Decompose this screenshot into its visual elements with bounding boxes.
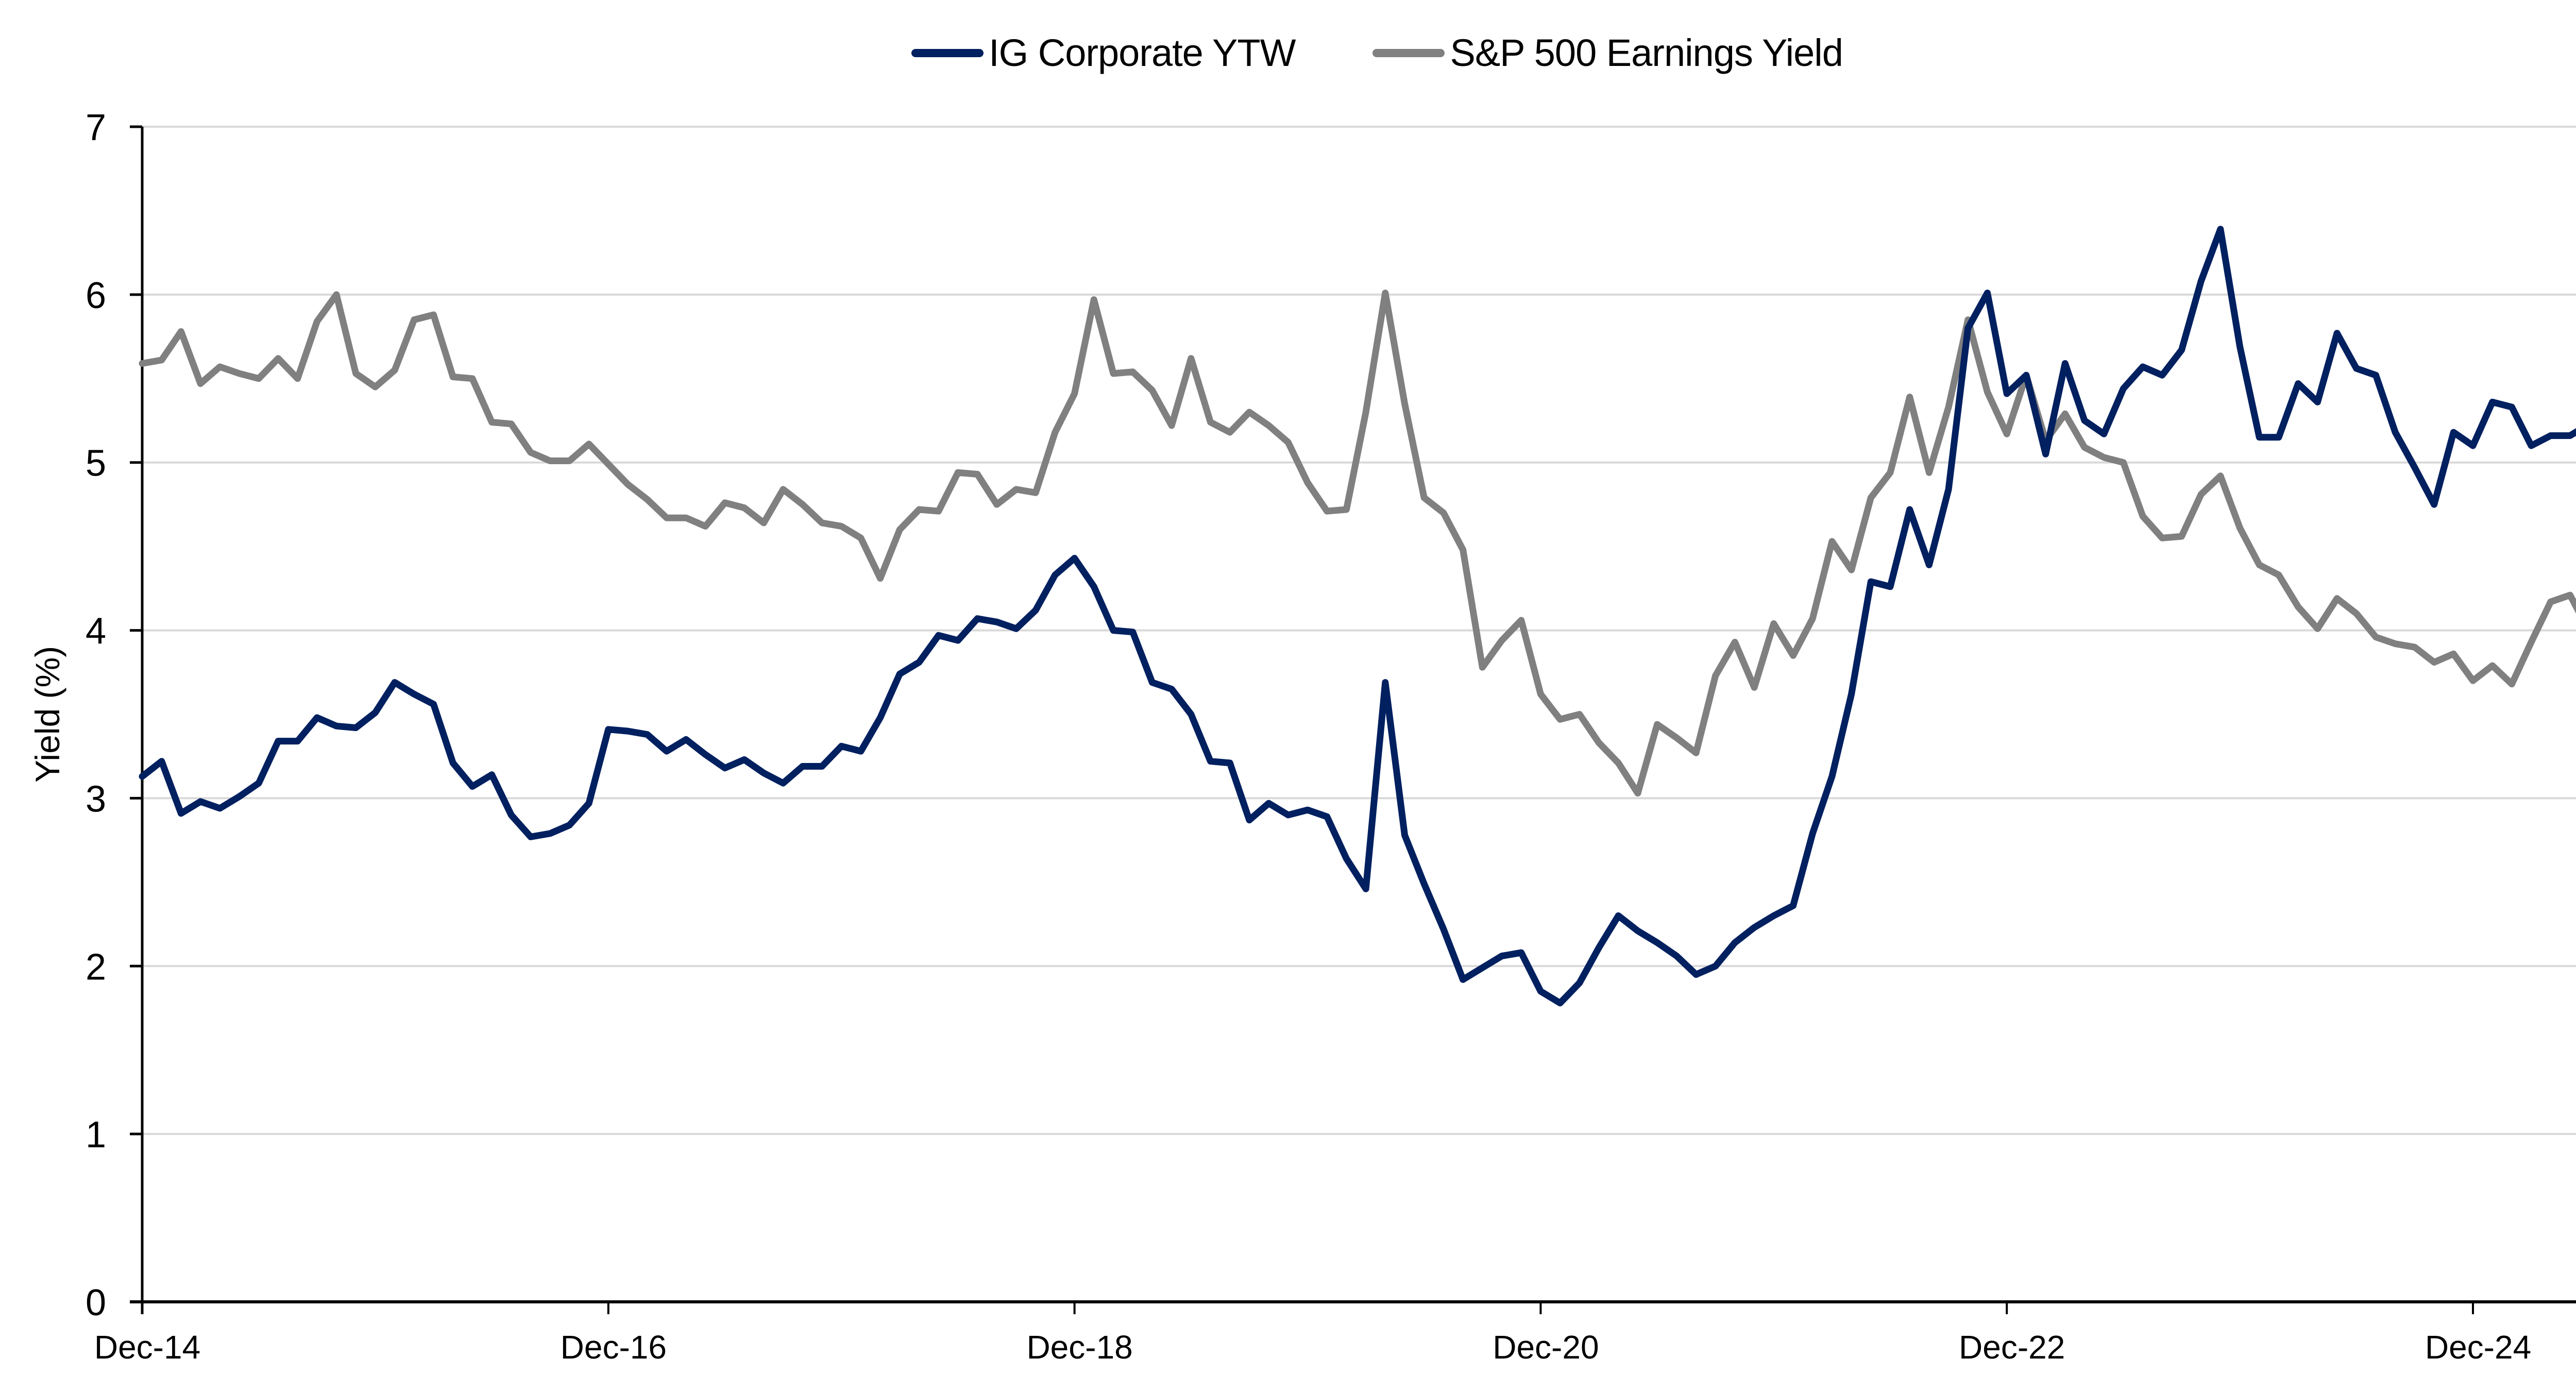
gridlines <box>142 126 2576 1135</box>
y-tick-label: 7 <box>86 107 106 148</box>
x-tick-label: Dec-20 <box>1493 1329 1599 1366</box>
axes <box>130 125 2576 1314</box>
legend-swatch-gray-icon <box>1372 48 1445 57</box>
sp500-earnings-yield-line <box>139 290 2576 797</box>
data-series <box>139 226 2576 1007</box>
y-tick-label: 4 <box>86 611 106 652</box>
legend-label: IG Corporate YTW <box>989 31 1296 74</box>
y-tick-label: 0 <box>86 1282 106 1323</box>
legend-swatch-navy-icon <box>911 48 984 57</box>
axis-labels: 0 1 2 3 4 5 6 7 Dec-14 Dec-16 Dec-18 Dec-20 Dec-22 De… <box>28 107 2531 1366</box>
legend-item-sp500-earnings-yield: S&P 500 Earnings Yield <box>1372 31 1843 75</box>
y-tick-label: 1 <box>86 1114 106 1156</box>
y-axis-title: Yield (%) <box>28 646 66 783</box>
y-tick-label: 6 <box>86 275 106 316</box>
chart-legend: IG Corporate YTW S&P 500 Earnings Yield <box>0 31 2576 75</box>
x-tick-label: Dec-22 <box>1959 1329 2065 1366</box>
legend-label: S&P 500 Earnings Yield <box>1450 31 1843 74</box>
ig-corporate-ytw-line <box>139 226 2576 1007</box>
y-tick-label: 3 <box>86 778 106 820</box>
x-tick-label: Dec-14 <box>94 1329 200 1366</box>
y-tick-label: 2 <box>86 946 106 988</box>
x-tick-label: Dec-16 <box>561 1329 667 1366</box>
x-tick-label: Dec-18 <box>1026 1329 1132 1366</box>
x-tick-label: Dec-24 <box>2425 1329 2531 1366</box>
legend-item-ig-corporate: IG Corporate YTW <box>911 31 1296 75</box>
y-tick-label: 5 <box>86 443 106 484</box>
